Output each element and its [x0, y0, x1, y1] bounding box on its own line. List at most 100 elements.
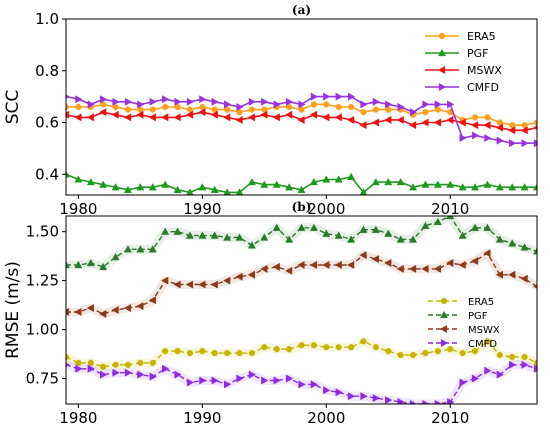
data-point-cmfd	[447, 100, 455, 109]
data-point-cmfd	[509, 360, 517, 369]
data-point-mswx	[235, 272, 243, 281]
data-point-pgf	[210, 231, 219, 239]
legend-marker-pgf	[439, 310, 449, 319]
data-point-era5	[112, 361, 119, 368]
series-band-mswx	[66, 248, 537, 319]
data-point-era5	[149, 359, 156, 367]
data-point-era5	[211, 106, 218, 113]
data-point-era5	[385, 347, 392, 355]
data-point-pgf	[272, 223, 281, 231]
data-point-mswx	[148, 296, 156, 305]
data-point-pgf	[186, 188, 194, 195]
data-point-cmfd	[162, 364, 170, 373]
data-point-era5	[335, 344, 342, 351]
data-point-mswx	[223, 276, 231, 285]
data-point-era5	[434, 106, 441, 113]
data-point-cmfd	[385, 100, 393, 109]
data-point-era5	[199, 103, 206, 111]
legend-label: CMFD	[467, 81, 499, 94]
data-point-pgf	[532, 183, 537, 191]
panel-label: (a)	[292, 3, 311, 17]
data-point-cmfd	[533, 139, 537, 148]
x-tick-label: 1990	[183, 409, 221, 427]
data-point-mswx	[495, 270, 503, 279]
data-point-cmfd	[162, 95, 170, 104]
data-point-mswx	[74, 113, 82, 122]
data-point-era5	[447, 346, 454, 353]
data-point-era5	[174, 347, 181, 355]
data-point-cmfd	[372, 97, 380, 106]
data-point-era5	[137, 106, 144, 113]
x-tick-label: 1980	[59, 200, 97, 218]
data-point-pgf	[384, 177, 393, 186]
data-point-cmfd	[521, 360, 529, 369]
x-tick-label: 2010	[431, 409, 469, 427]
legend-marker-pgf	[437, 48, 447, 57]
legend-label: MSWX	[468, 325, 500, 336]
data-point-pgf	[359, 188, 368, 195]
data-point-era5	[124, 106, 132, 113]
data-point-cmfd	[397, 102, 405, 112]
data-point-pgf	[334, 175, 343, 183]
data-point-era5	[149, 106, 156, 113]
data-point-era5	[174, 103, 181, 111]
data-point-mswx	[86, 304, 94, 313]
data-point-pgf	[322, 175, 331, 183]
data-point-pgf	[66, 170, 71, 178]
legend-label: ERA5	[468, 297, 494, 308]
data-point-pgf	[223, 233, 232, 241]
data-point-pgf	[495, 235, 504, 243]
data-point-pgf	[66, 260, 71, 269]
data-point-pgf	[285, 235, 294, 243]
data-point-era5	[248, 349, 256, 357]
data-point-cmfd	[199, 95, 207, 104]
data-point-cmfd	[261, 376, 269, 385]
data-point-mswx	[396, 115, 404, 124]
data-point-era5	[310, 342, 318, 349]
data-point-pgf	[384, 229, 393, 237]
data-point-mswx	[284, 110, 293, 119]
data-point-era5	[385, 106, 392, 113]
data-point-cmfd	[372, 394, 380, 403]
data-point-cmfd	[137, 100, 145, 109]
data-point-era5	[521, 353, 528, 361]
data-point-cmfd	[149, 372, 157, 381]
data-point-cmfd	[285, 374, 294, 383]
data-point-mswx	[148, 113, 156, 122]
data-point-era5	[75, 103, 82, 111]
data-point-cmfd	[211, 97, 219, 106]
data-point-mswx	[66, 110, 70, 119]
data-point-pgf	[322, 229, 331, 237]
data-point-cmfd	[434, 399, 442, 404]
data-point-era5	[521, 121, 528, 129]
data-point-mswx	[371, 255, 379, 264]
data-point-pgf	[136, 245, 145, 253]
data-point-pgf	[173, 227, 182, 235]
data-point-cmfd	[484, 134, 492, 143]
data-point-era5	[323, 344, 330, 351]
data-point-mswx	[173, 280, 181, 289]
data-point-mswx	[123, 304, 132, 313]
data-point-pgf	[446, 180, 455, 188]
data-point-era5	[471, 114, 479, 121]
legend-marker-era5	[440, 297, 448, 305]
data-point-mswx	[161, 113, 169, 122]
data-point-pgf	[260, 180, 269, 188]
data-point-pgf	[334, 231, 343, 239]
data-point-cmfd	[75, 364, 83, 373]
data-point-mswx	[247, 270, 256, 279]
plot-frame	[65, 215, 538, 405]
data-point-mswx	[185, 280, 194, 289]
data-point-mswx	[235, 115, 243, 124]
series-group	[66, 216, 537, 404]
data-point-cmfd	[298, 100, 306, 109]
data-point-era5	[471, 347, 479, 355]
data-point-pgf	[347, 235, 356, 243]
data-point-pgf	[495, 183, 504, 191]
data-point-cmfd	[112, 97, 120, 106]
data-point-mswx	[198, 280, 206, 289]
legend-marker-mswx	[437, 65, 446, 75]
data-point-era5	[323, 101, 330, 108]
data-point-pgf	[371, 177, 380, 186]
